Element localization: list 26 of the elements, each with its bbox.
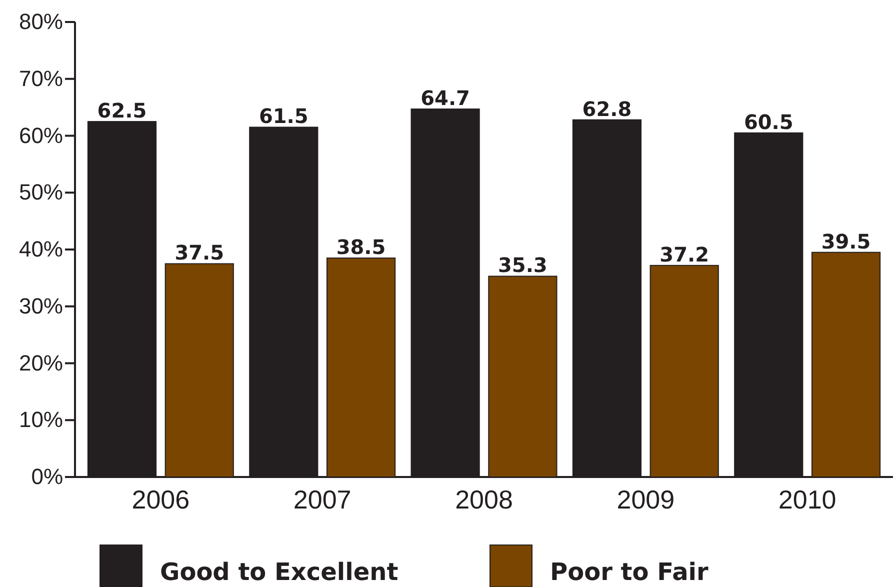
x-tick-label: 2009 (616, 484, 675, 515)
data-label: 64.7 (420, 86, 470, 110)
legend-label: Poor to Fair (550, 558, 708, 586)
data-label: 62.8 (582, 96, 632, 121)
x-tick-label: 2007 (293, 484, 352, 515)
x-tick-label: 2010 (778, 484, 836, 515)
data-label: 37.2 (660, 242, 710, 266)
y-tick-label: 20% (18, 350, 63, 376)
y-tick-label: 70% (18, 66, 63, 91)
y-tick-label: 50% (18, 180, 63, 205)
data-label: 39.5 (821, 229, 871, 254)
data-label: 38.5 (336, 235, 386, 260)
data-label: 61.5 (258, 104, 308, 128)
data-label: 37.5 (174, 240, 224, 265)
legend-label: Good to Excellent (160, 558, 398, 586)
y-tick-label: 80% (18, 9, 63, 34)
x-tick-label: 2008 (455, 484, 513, 515)
y-tick-label: 10% (18, 407, 63, 432)
data-label: 60.5 (744, 110, 794, 134)
x-tick-label: 2006 (132, 484, 190, 515)
data-label: 62.5 (97, 98, 147, 123)
y-tick-label: 60% (18, 122, 63, 148)
y-tick-label: 0% (31, 464, 63, 490)
y-tick-label: 30% (18, 293, 63, 318)
data-label: 35.3 (498, 253, 548, 278)
y-tick-label: 40% (18, 236, 63, 262)
